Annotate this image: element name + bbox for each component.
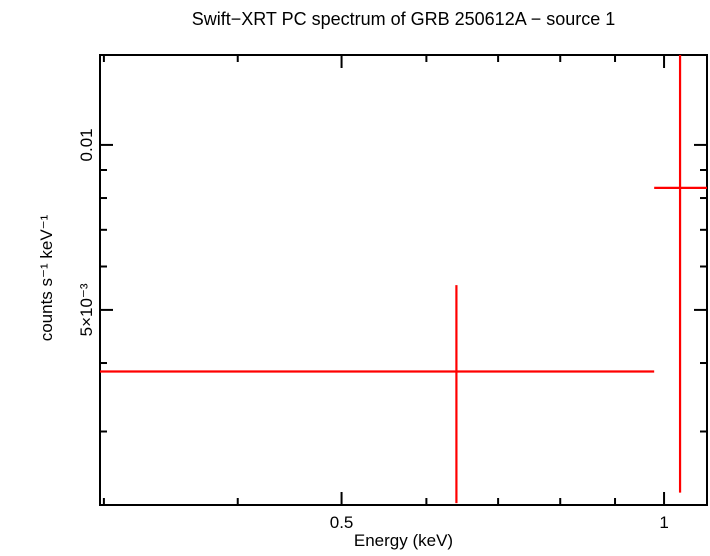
x-tick-label: 1 xyxy=(659,513,668,532)
y-tick-label: 0.01 xyxy=(77,128,96,161)
y-axis-label: counts s⁻¹ keV⁻¹ xyxy=(37,214,56,341)
x-axis-label: Energy (keV) xyxy=(354,531,453,550)
chart-title: Swift−XRT PC spectrum of GRB 250612A − s… xyxy=(192,9,616,29)
x-tick-label: 0.5 xyxy=(330,513,354,532)
plot-area: 0.5 1 0.01 5×10⁻³ xyxy=(77,54,708,532)
y-tick-label: 5×10⁻³ xyxy=(77,283,96,336)
plot-frame xyxy=(99,54,708,506)
